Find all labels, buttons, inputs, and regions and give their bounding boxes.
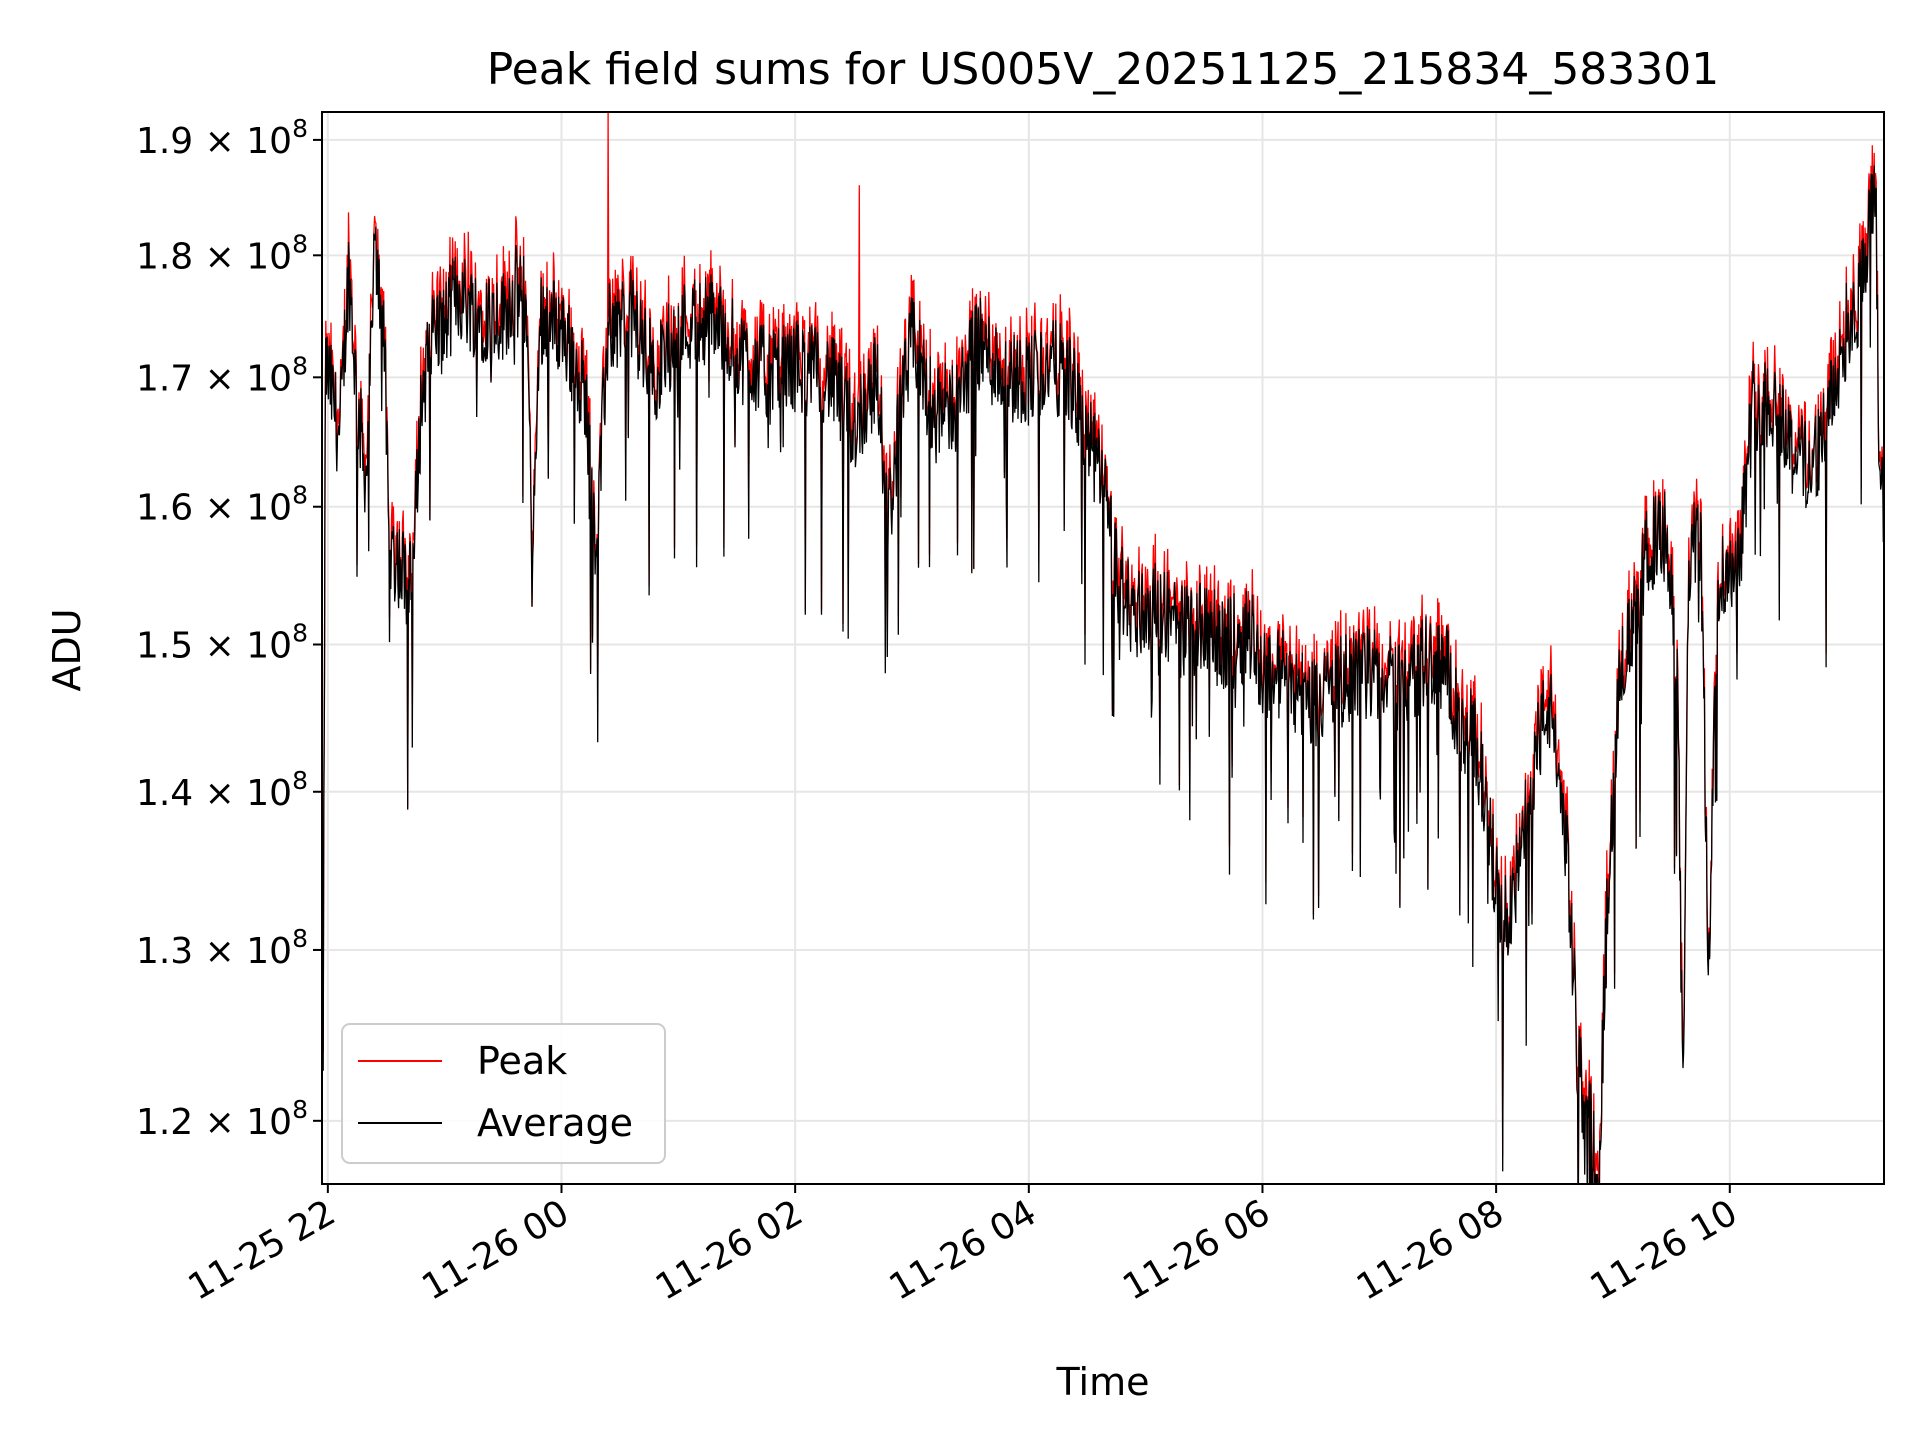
y-tick-mantissa: 1.6 xyxy=(136,488,193,529)
legend: Peak Average xyxy=(341,1023,666,1164)
legend-label-average: Average xyxy=(477,1101,633,1145)
y-tick-exponent: 8 xyxy=(292,766,308,795)
y-tick-label: 1.7 × 108 xyxy=(136,351,308,399)
y-tick-label: 1.9 × 108 xyxy=(136,114,308,162)
legend-box xyxy=(341,1023,666,1164)
y-tick-exponent: 8 xyxy=(292,114,308,143)
y-tick-label: 1.6 × 108 xyxy=(136,481,308,529)
y-tick-label: 1.3 × 108 xyxy=(136,924,308,972)
x-axis-label: Time xyxy=(1056,1360,1150,1404)
y-tick-exponent: 8 xyxy=(292,229,308,258)
y-tick-mantissa: 1.9 xyxy=(136,121,193,162)
y-tick-base: 10 xyxy=(246,236,292,277)
plot-lines xyxy=(322,112,1884,1184)
y-tick-label: 1.2 × 108 xyxy=(136,1095,308,1143)
y-tick-base: 10 xyxy=(246,488,292,529)
y-axis-label: ADU xyxy=(45,608,89,691)
y-tick-label: 1.8 × 108 xyxy=(136,229,308,277)
y-axis: 1.2 × 108 1.3 × 108 1.4 × 108 1.5 × 108 1.6 … xyxy=(136,114,322,1143)
y-tick-exponent: 8 xyxy=(292,618,308,647)
y-tick-base: 10 xyxy=(246,121,292,162)
y-tick-base: 10 xyxy=(246,931,292,972)
y-tick-mantissa: 1.5 xyxy=(136,625,193,666)
y-tick-mantissa: 1.8 xyxy=(136,236,193,277)
chart-title: Peak field sums for US005V_20251125_2158… xyxy=(487,44,1720,95)
y-tick-base: 10 xyxy=(246,773,292,814)
legend-label-peak: Peak xyxy=(477,1039,567,1083)
y-tick-mantissa: 1.2 xyxy=(136,1102,193,1143)
y-tick-mantissa: 1.4 xyxy=(136,773,193,814)
y-tick-mantissa: 1.7 xyxy=(136,358,193,399)
y-tick-label: 1.5 × 108 xyxy=(136,618,308,666)
series-line-average xyxy=(322,165,1884,1184)
y-tick-mantissa: 1.3 xyxy=(136,931,193,972)
y-tick-base: 10 xyxy=(246,358,292,399)
y-tick-exponent: 8 xyxy=(292,1095,308,1124)
plot-frame xyxy=(321,111,1885,1185)
y-tick-base: 10 xyxy=(246,1102,292,1143)
y-tick-label: 1.4 × 108 xyxy=(136,766,308,814)
y-tick-exponent: 8 xyxy=(292,351,308,380)
y-tick-base: 10 xyxy=(246,625,292,666)
y-tick-exponent: 8 xyxy=(292,924,308,953)
y-tick-exponent: 8 xyxy=(292,481,308,510)
